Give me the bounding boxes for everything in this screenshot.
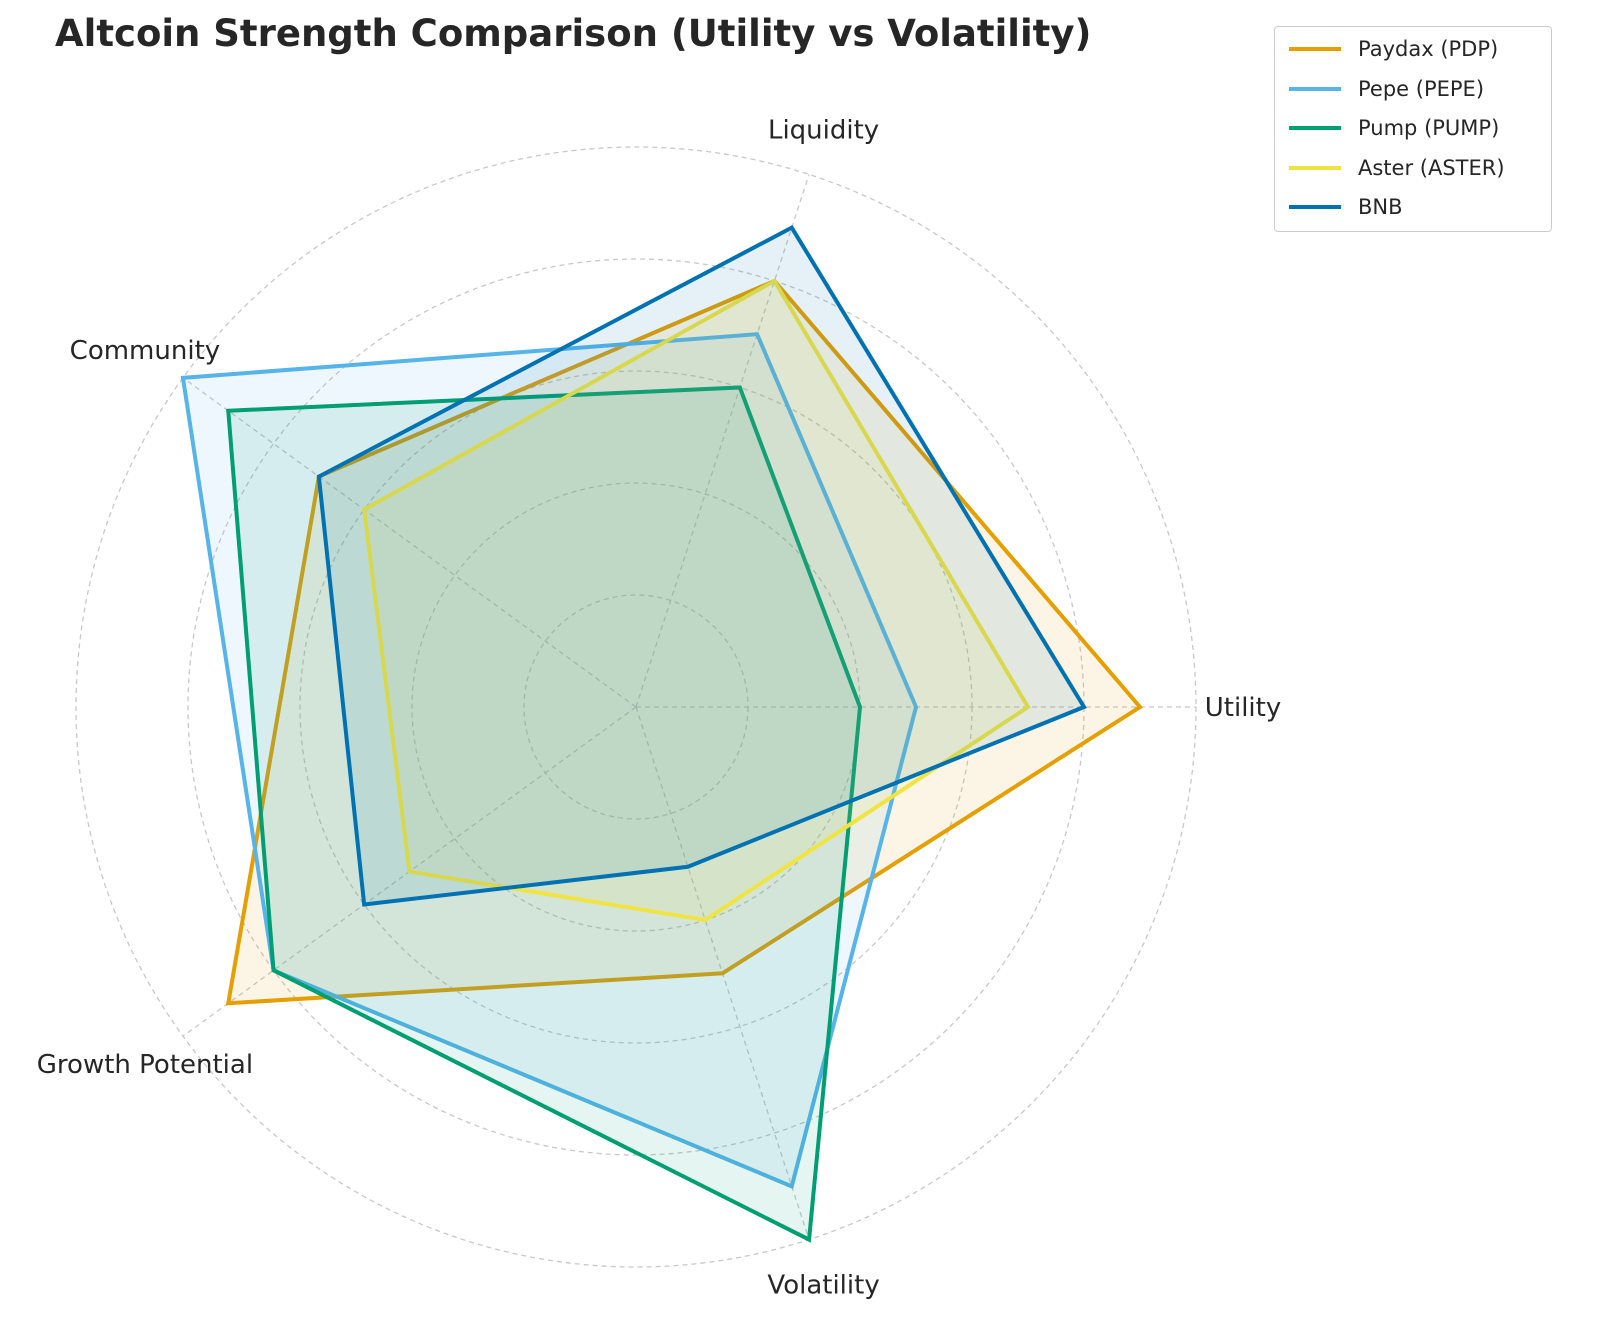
axis-spoke [182,377,637,708]
series-fill [228,280,1140,1004]
legend-swatch [1289,86,1341,91]
series-fill [182,334,916,1187]
legend-swatch [1289,165,1341,170]
legend-item: Pump (PUMP) [1289,113,1499,143]
series-line [226,385,863,1243]
axis-label: Utility [1205,693,1281,723]
axis-spoke [635,174,810,708]
series-line [362,278,1031,923]
legend-item: BNB [1289,192,1403,222]
axis-label: Volatility [767,1270,879,1300]
legend-label: BNB [1358,195,1403,219]
axis-label: Community [70,336,220,366]
series-line [316,225,1087,907]
legend-item: Aster (ASTER) [1289,153,1505,183]
legend-swatch [1289,47,1341,51]
series-line [225,278,1144,1006]
legend-label: Pump (PUMP) [1358,116,1500,140]
legend-label: Pepe (PEPE) [1358,76,1485,101]
legend-swatch [1289,205,1341,209]
legend-swatch [1289,126,1341,130]
legend-label: Paydax (PDP) [1358,37,1499,61]
legend-label: Aster (ASTER) [1358,155,1505,180]
axis-label: Growth Potential [37,1050,253,1080]
series-line [180,332,919,1190]
chart-title: Altcoin Strength Comparison (Utility vs … [55,12,1092,55]
legend: Paydax (PDP) Pepe (PEPE) Pump (PUMP) Aster … [1274,26,1552,232]
axis-label: Liquidity [768,116,879,146]
series-fill [364,280,1028,921]
legend-item: Pepe (PEPE) [1289,74,1484,104]
legend-item: Paydax (PDP) [1289,34,1498,64]
